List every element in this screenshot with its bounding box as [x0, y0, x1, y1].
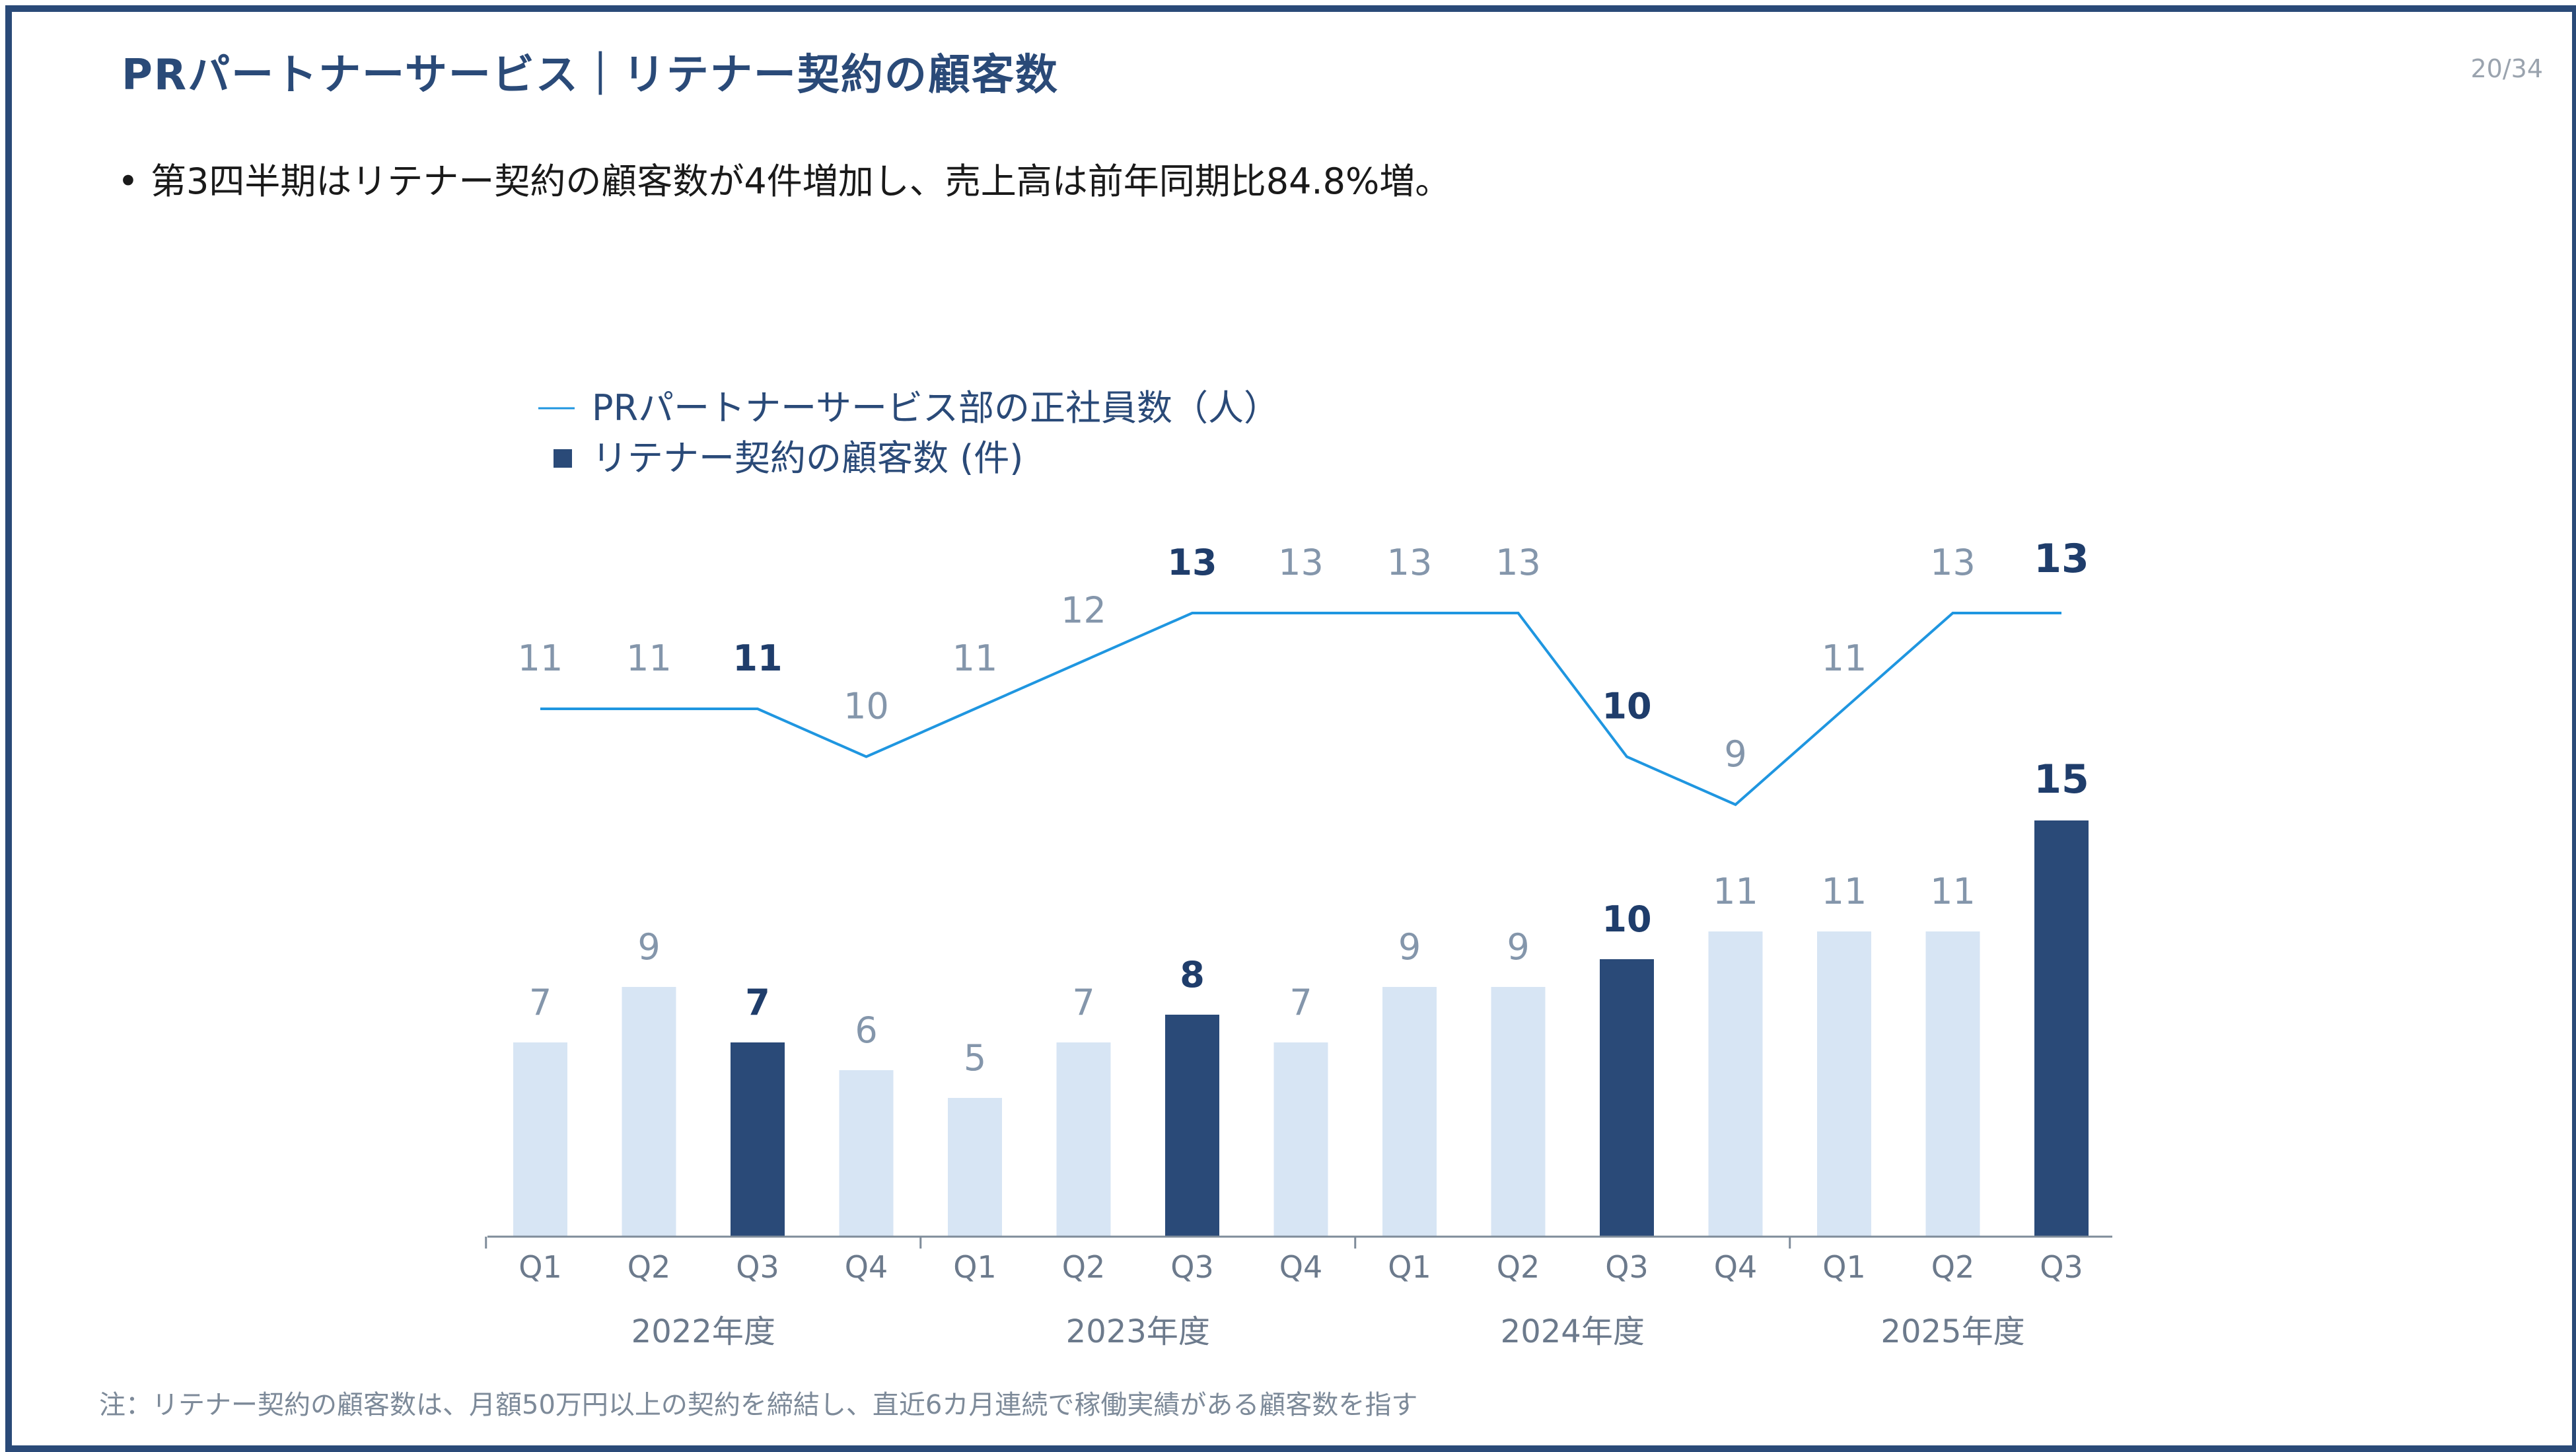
bullet-text: 第3四半期はリテナー契約の顧客数が4件増加し、売上高は前年同期比84.8%増。	[151, 161, 1451, 202]
bar	[1165, 1015, 1219, 1237]
bar-value-label: 15	[2034, 756, 2089, 803]
year-label: 2022年度	[631, 1313, 775, 1350]
line-value-label: 13	[1930, 542, 1976, 583]
x-tick-label: Q1	[953, 1249, 996, 1285]
bar	[1056, 1042, 1111, 1237]
bar	[1708, 931, 1763, 1237]
bar-value-label: 7	[529, 982, 552, 1023]
bar-value-label: 7	[1289, 982, 1312, 1023]
bar-value-label: 5	[964, 1037, 986, 1079]
bar-value-label: 6	[855, 1009, 877, 1051]
bar	[622, 987, 676, 1237]
line-value-label: 11	[952, 637, 998, 679]
year-label: 2024年度	[1501, 1313, 1645, 1350]
bar-value-labels: 7 9 7 6 5 7 8 7 9 9 10 11 11 11 15	[529, 756, 2089, 1079]
page-title: PRパートナーサービス｜リテナー契約の顧客数	[122, 51, 1059, 100]
bar	[513, 1042, 567, 1237]
bar	[1273, 1042, 1328, 1237]
legend-line-label: PRパートナーサービス部の正社員数（人）	[592, 387, 1279, 429]
legend-bar-label: リテナー契約の顧客数 (件)	[592, 437, 1023, 479]
x-tick-label: Q4	[1279, 1249, 1322, 1285]
bar	[1925, 931, 1980, 1237]
chart-legend: PRパートナーサービス部の正社員数（人） リテナー契約の顧客数 (件)	[538, 387, 1279, 479]
bar-value-label: 7	[1072, 982, 1094, 1023]
x-tick-label: Q4	[1714, 1249, 1757, 1285]
x-tick-label: Q2	[1497, 1249, 1540, 1285]
line-value-label: 13	[2034, 536, 2089, 582]
bullet-dot: •	[118, 161, 139, 202]
x-tick-label: Q1	[1388, 1249, 1431, 1285]
x-tick-label: Q2	[627, 1249, 670, 1285]
line-value-label: 11	[518, 637, 563, 679]
footnote: 注：リテナー契約の顧客数は、月額50万円以上の契約を締結し、直近6カ月連続で稼働…	[99, 1390, 1418, 1420]
bullet-item: • 第3四半期はリテナー契約の顧客数が4件増加し、売上高は前年同期比84.8%増。	[118, 152, 1450, 204]
year-label: 2025年度	[1880, 1313, 2024, 1350]
bar-value-label: 11	[1822, 871, 1867, 912]
bar	[1491, 987, 1546, 1237]
line-value-label: 11	[1822, 637, 1867, 679]
x-axis: Q1 Q2 Q3 Q4 Q1 Q2 Q3 Q4 Q1 Q2 Q3 Q4 Q1 Q2 Q3 2022年度 2023…	[485, 1235, 2112, 1350]
year-label: 2023年度	[1066, 1313, 1210, 1350]
x-tick-label: Q2	[1062, 1249, 1105, 1285]
line-value-label: 13	[1167, 542, 1217, 583]
bar	[839, 1070, 894, 1237]
bar	[1817, 931, 1871, 1237]
x-tick-label: Q4	[845, 1249, 888, 1285]
x-tick-label: Q3	[1170, 1249, 1213, 1285]
x-tick-label: Q3	[2040, 1249, 2083, 1285]
line-series	[540, 612, 2061, 807]
bar-value-label: 11	[1930, 871, 1976, 912]
x-tick-label: Q1	[1822, 1249, 1865, 1285]
bar	[731, 1042, 785, 1237]
line-value-label: 13	[1495, 542, 1541, 583]
line-value-label: 11	[733, 637, 782, 679]
bar-value-label: 10	[1602, 898, 1651, 940]
x-tick-label: Q1	[519, 1249, 561, 1285]
page-number: 20/34	[2470, 54, 2543, 83]
line-path	[540, 612, 2061, 807]
bar-series	[513, 820, 2089, 1237]
bar	[1382, 987, 1437, 1237]
bar	[2034, 820, 2089, 1237]
x-tick-label: Q3	[1605, 1249, 1648, 1285]
bar-value-label: 8	[1180, 954, 1205, 996]
line-value-label: 13	[1278, 542, 1324, 583]
bar-value-label: 9	[1507, 926, 1529, 968]
x-tick-label: Q2	[1931, 1249, 1974, 1285]
bar-value-label: 9	[1398, 926, 1421, 968]
line-value-label: 12	[1061, 590, 1106, 632]
bar-value-label: 7	[745, 982, 770, 1023]
x-tick-label: Q3	[736, 1249, 779, 1285]
bar	[1600, 959, 1654, 1237]
line-value-label: 10	[1602, 686, 1651, 727]
line-value-label: 9	[1724, 733, 1746, 775]
line-value-label: 13	[1387, 542, 1433, 583]
bar-value-label: 9	[637, 926, 660, 968]
line-value-labels: 11 11 11 10 11 12 13 13 13 13 10 9 11 13 13	[518, 536, 2089, 775]
line-value-label: 10	[843, 686, 889, 727]
line-value-label: 11	[626, 637, 672, 679]
bar	[948, 1098, 1002, 1237]
bar-value-label: 11	[1713, 871, 1758, 912]
legend-bar-swatch	[554, 449, 572, 468]
